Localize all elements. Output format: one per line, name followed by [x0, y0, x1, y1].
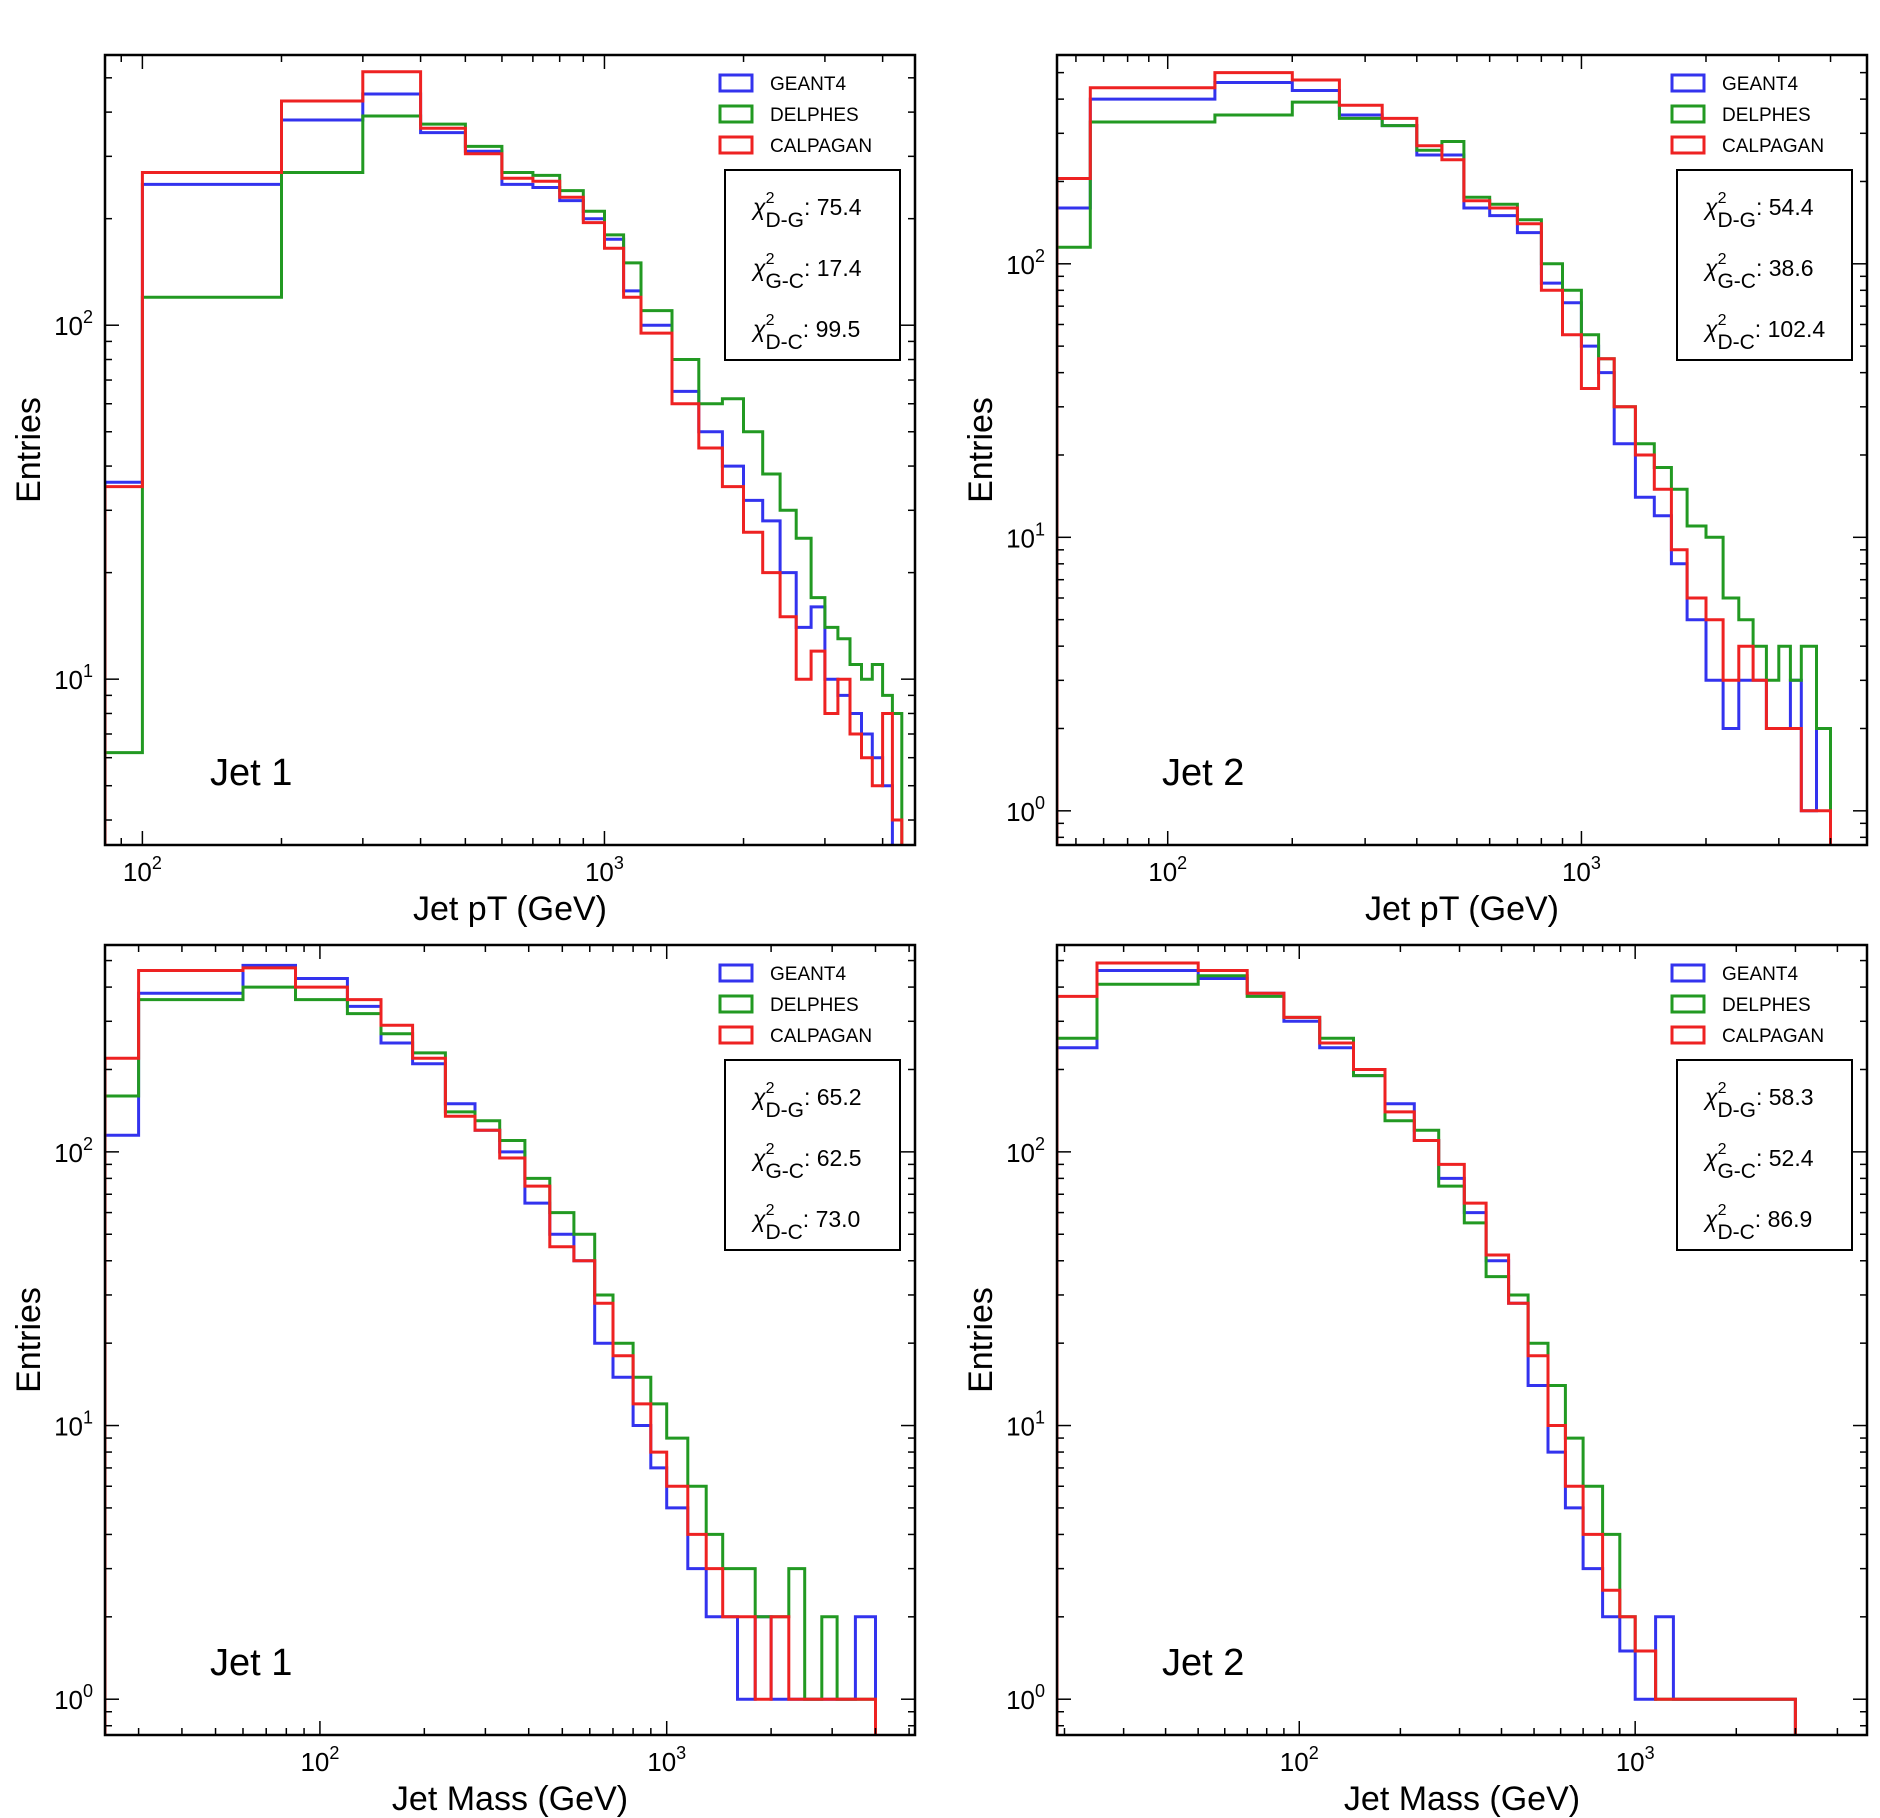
- x-axis-label: Jet Mass (GeV): [392, 1780, 628, 1818]
- chi2-entry: χ2 D-C: 73.0: [751, 1202, 860, 1244]
- plot-frame: [103, 53, 917, 847]
- legend-label-calpagan: CALPAGAN: [770, 1026, 872, 1047]
- plot-frame: [103, 943, 917, 1737]
- y-axis-label: Entries: [10, 397, 48, 503]
- chi2-entry: χ2 D-C: 99.5: [751, 312, 860, 354]
- x-tick-label: 102: [123, 853, 162, 887]
- y-tick-label: 102: [1006, 246, 1045, 280]
- series-calpagan-p4: [1057, 961, 1797, 1735]
- legend-label-delphes: DELPHES: [1722, 995, 1811, 1016]
- y-tick-label: 102: [1006, 1134, 1045, 1168]
- legend-swatch-geant4: [718, 73, 754, 93]
- legend-swatch-delphes: [1670, 994, 1706, 1014]
- panel-p1: 102 103 101 102 Jet pT (GeV) Entries Jet 1 GEAN…: [10, 53, 917, 928]
- panel-p4: 102 103 100 101 102 Jet Mass (GeV) Entries Jet …: [962, 943, 1869, 1818]
- y-tick-label: 101: [54, 1408, 93, 1442]
- x-tick-label: 102: [1148, 853, 1187, 887]
- chi2-box: [1676, 1059, 1853, 1251]
- legend-swatch-calpagan: [1670, 135, 1706, 155]
- x-tick-label: 103: [1562, 853, 1601, 887]
- panel-p3: 102 103 100 101 102 Jet Mass (GeV) Entries Jet …: [10, 943, 917, 1818]
- y-tick-label: 101: [54, 661, 93, 695]
- jet-annotation: Jet 1: [210, 752, 292, 794]
- legend-label-calpagan: CALPAGAN: [1722, 136, 1824, 157]
- legend-swatch-geant4: [1670, 963, 1706, 983]
- chi2-entry: χ2 G-C: 17.4: [751, 251, 862, 293]
- legend-label-calpagan: CALPAGAN: [1722, 1026, 1824, 1047]
- y-tick-label: 102: [54, 1134, 93, 1168]
- legend-swatch-geant4: [1670, 73, 1706, 93]
- legend-swatch-delphes: [718, 104, 754, 124]
- legend-label-geant4: GEANT4: [770, 74, 846, 95]
- chi2-entry: χ2 D-G: 65.2: [751, 1080, 862, 1122]
- x-tick-label: 102: [1280, 1743, 1319, 1777]
- y-axis-label: Entries: [962, 397, 1000, 503]
- y-tick-label: 101: [1006, 519, 1045, 553]
- legend-swatch-calpagan: [718, 135, 754, 155]
- legend-label-delphes: DELPHES: [1722, 105, 1811, 126]
- series-calpagan-p2: [1057, 71, 1832, 845]
- jet-annotation: Jet 1: [210, 1642, 292, 1684]
- legend-label-calpagan: CALPAGAN: [770, 136, 872, 157]
- legend-swatch-delphes: [1670, 104, 1706, 124]
- legend-label-geant4: GEANT4: [1722, 964, 1798, 985]
- chi2-entry: χ2 D-G: 75.4: [751, 190, 862, 232]
- y-tick-label: 100: [54, 1681, 93, 1715]
- legend-swatch-calpagan: [718, 1025, 754, 1045]
- chi2-entry: χ2 D-C: 86.9: [1703, 1202, 1812, 1244]
- x-tick-label: 103: [647, 1743, 686, 1777]
- legend-label-geant4: GEANT4: [770, 964, 846, 985]
- x-tick-label: 102: [300, 1743, 339, 1777]
- plot-frame: [1055, 943, 1869, 1737]
- y-tick-label: 101: [1006, 1408, 1045, 1442]
- chi2-entry: χ2 D-G: 58.3: [1703, 1080, 1814, 1122]
- chi2-box: [724, 1059, 901, 1251]
- chi2-entry: χ2 G-C: 52.4: [1703, 1141, 1814, 1183]
- x-axis-label: Jet pT (GeV): [1365, 890, 1559, 928]
- chi2-entry: χ2 G-C: 38.6: [1703, 251, 1814, 293]
- legend-swatch-geant4: [718, 963, 754, 983]
- chi2-entry: χ2 G-C: 62.5: [751, 1141, 862, 1183]
- y-axis-label: Entries: [962, 1287, 1000, 1393]
- series-calpagan-p3: [105, 966, 877, 1735]
- y-tick-label: 100: [1006, 793, 1045, 827]
- y-axis-label: Entries: [10, 1287, 48, 1393]
- series-delphes-p1: [105, 114, 904, 845]
- chi2-box: [1676, 169, 1853, 361]
- x-axis-label: Jet Mass (GeV): [1344, 1780, 1580, 1818]
- jet-annotation: Jet 2: [1162, 1642, 1244, 1684]
- x-tick-label: 103: [585, 853, 624, 887]
- y-tick-label: 100: [1006, 1681, 1045, 1715]
- series-delphes-p3: [105, 985, 877, 1735]
- plot-frame: [1055, 53, 1869, 847]
- panel-p2: 102 103 100 101 102 Jet pT (GeV) Entries Jet 2 G…: [962, 53, 1869, 928]
- x-tick-label: 103: [1616, 1743, 1655, 1777]
- legend-label-delphes: DELPHES: [770, 995, 859, 1016]
- legend-swatch-delphes: [718, 994, 754, 1014]
- x-axis-label: Jet pT (GeV): [413, 890, 607, 928]
- chi2-entry: χ2 D-G: 54.4: [1703, 190, 1814, 232]
- legend-swatch-calpagan: [1670, 1025, 1706, 1045]
- jet-annotation: Jet 2: [1162, 752, 1244, 794]
- chi2-box: [724, 169, 901, 361]
- legend-label-delphes: DELPHES: [770, 105, 859, 126]
- y-tick-label: 102: [54, 307, 93, 341]
- legend-label-geant4: GEANT4: [1722, 74, 1798, 95]
- chi2-entry: χ2 D-C: 102.4: [1703, 312, 1825, 354]
- series-calpagan-p1: [105, 70, 904, 845]
